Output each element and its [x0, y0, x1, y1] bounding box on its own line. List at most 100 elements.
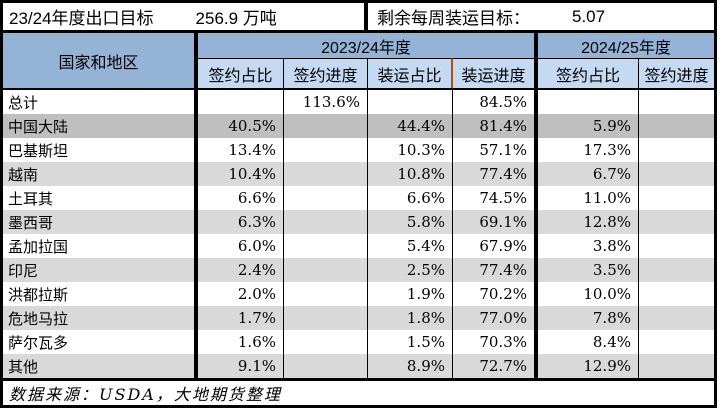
data-cell [284, 114, 368, 138]
data-cell: 7.8% [538, 306, 639, 330]
data-cell: 10.8% [368, 162, 453, 186]
data-cell [639, 234, 714, 258]
table-row: 洪都拉斯 2.0% 1.9% 70.2% 10.0% [3, 282, 714, 306]
header-contract-share-2324: 签约占比 [198, 58, 284, 88]
data-cell: 84.5% [453, 90, 538, 114]
data-cell: 8.4% [538, 330, 639, 354]
row-label: 其他 [3, 354, 198, 378]
data-cell: 11.0% [538, 186, 639, 210]
table-row: 墨西哥 6.3% 5.8% 69.1% 12.8% [3, 210, 714, 234]
data-cell [639, 258, 714, 282]
data-cell: 72.7% [453, 354, 538, 378]
row-label: 洪都拉斯 [3, 282, 198, 306]
data-cell: 6.6% [368, 186, 453, 210]
data-cell [639, 90, 714, 114]
table-row: 巴基斯坦 13.4% 10.3% 57.1% 17.3% [3, 138, 714, 162]
table-header: 国家和地区 2023/24年度 2024/25年度 签约占比 签约进度 装运占比… [3, 33, 714, 90]
data-cell [639, 114, 714, 138]
data-cell [639, 354, 714, 378]
table-row: 中国大陆 40.5% 44.4% 81.4% 5.9% [3, 114, 714, 138]
header-contract-progress-2324: 签约进度 [284, 58, 368, 88]
row-label: 巴基斯坦 [3, 138, 198, 162]
data-cell: 9.1% [198, 354, 284, 378]
data-cell: 40.5% [198, 114, 284, 138]
data-cell: 13.4% [198, 138, 284, 162]
data-cell: 70.3% [453, 330, 538, 354]
data-cell: 12.9% [538, 354, 639, 378]
data-cell [284, 306, 368, 330]
header-shipment-progress-2324: 装运进度 [453, 58, 538, 88]
data-cell [284, 282, 368, 306]
data-cell: 44.4% [368, 114, 453, 138]
row-label: 越南 [3, 162, 198, 186]
data-cell [639, 282, 714, 306]
table-row: 孟加拉国 6.0% 5.4% 67.9% 3.8% [3, 234, 714, 258]
data-cell: 74.5% [453, 186, 538, 210]
data-cell [639, 306, 714, 330]
data-cell: 1.7% [198, 306, 284, 330]
weekly-shipment-section: 剩余每周装运目标： 5.07 [368, 3, 714, 30]
data-cell: 3.5% [538, 258, 639, 282]
header-contract-progress-2425: 签约进度 [639, 58, 714, 88]
data-cell: 70.2% [453, 282, 538, 306]
data-cell [284, 162, 368, 186]
row-label: 印尼 [3, 258, 198, 282]
data-cell [284, 210, 368, 234]
data-cell: 77.0% [453, 306, 538, 330]
data-cell [198, 90, 284, 114]
data-cell: 5.9% [538, 114, 639, 138]
table-row: 越南 10.4% 10.8% 77.4% 6.7% [3, 162, 714, 186]
data-cell: 5.4% [368, 234, 453, 258]
data-cell: 10.3% [368, 138, 453, 162]
data-cell [639, 162, 714, 186]
table-row: 萨尔瓦多 1.6% 1.5% 70.3% 8.4% [3, 330, 714, 354]
row-label: 中国大陆 [3, 114, 198, 138]
data-cell: 2.5% [368, 258, 453, 282]
summary-bar: 23/24年度出口目标 256.9 万吨 剩余每周装运目标： 5.07 [3, 3, 714, 33]
data-cell: 10.0% [538, 282, 639, 306]
data-source-note: 数据来源：USDA，大地期货整理 [3, 378, 714, 405]
row-label: 孟加拉国 [3, 234, 198, 258]
data-cell [639, 138, 714, 162]
header-shipment-share-2324: 装运占比 [368, 58, 453, 88]
row-label: 总计 [3, 90, 198, 114]
data-cell: 57.1% [453, 138, 538, 162]
data-cell: 6.6% [198, 186, 284, 210]
data-cell: 2.4% [198, 258, 284, 282]
data-cell: 10.4% [198, 162, 284, 186]
data-cell: 77.4% [453, 258, 538, 282]
data-cell: 2.0% [198, 282, 284, 306]
data-cell [284, 186, 368, 210]
data-cell: 1.5% [368, 330, 453, 354]
data-cell [284, 234, 368, 258]
data-cell: 77.4% [453, 162, 538, 186]
header-group-2023-24: 2023/24年度 [198, 33, 538, 58]
weekly-shipment-value: 5.07 [572, 6, 606, 26]
data-cell: 81.4% [453, 114, 538, 138]
export-target-section: 23/24年度出口目标 256.9 万吨 [3, 3, 368, 30]
data-cell: 6.3% [198, 210, 284, 234]
data-cell: 12.8% [538, 210, 639, 234]
table-body: 总计 113.6% 84.5% 中国大陆 40.5% 44.4% 81.4% 5.9% 巴基斯坦… [3, 90, 714, 378]
row-label: 危地马拉 [3, 306, 198, 330]
data-cell [284, 138, 368, 162]
data-cell [538, 90, 639, 114]
row-label: 土耳其 [3, 186, 198, 210]
data-cell [284, 354, 368, 378]
row-label: 墨西哥 [3, 210, 198, 234]
data-cell: 6.7% [538, 162, 639, 186]
header-country-region: 国家和地区 [3, 33, 198, 88]
data-cell: 6.0% [198, 234, 284, 258]
weekly-shipment-label: 剩余每周装运目标： [377, 9, 530, 28]
table-row: 印尼 2.4% 2.5% 77.4% 3.5% [3, 258, 714, 282]
data-cell: 1.6% [198, 330, 284, 354]
data-cell [284, 258, 368, 282]
data-cell: 8.9% [368, 354, 453, 378]
data-cell: 67.9% [453, 234, 538, 258]
table-row: 其他 9.1% 8.9% 72.7% 12.9% [3, 354, 714, 378]
table-row: 危地马拉 1.7% 1.8% 77.0% 7.8% [3, 306, 714, 330]
data-cell: 1.8% [368, 306, 453, 330]
table-row: 总计 113.6% 84.5% [3, 90, 714, 114]
data-cell: 17.3% [538, 138, 639, 162]
